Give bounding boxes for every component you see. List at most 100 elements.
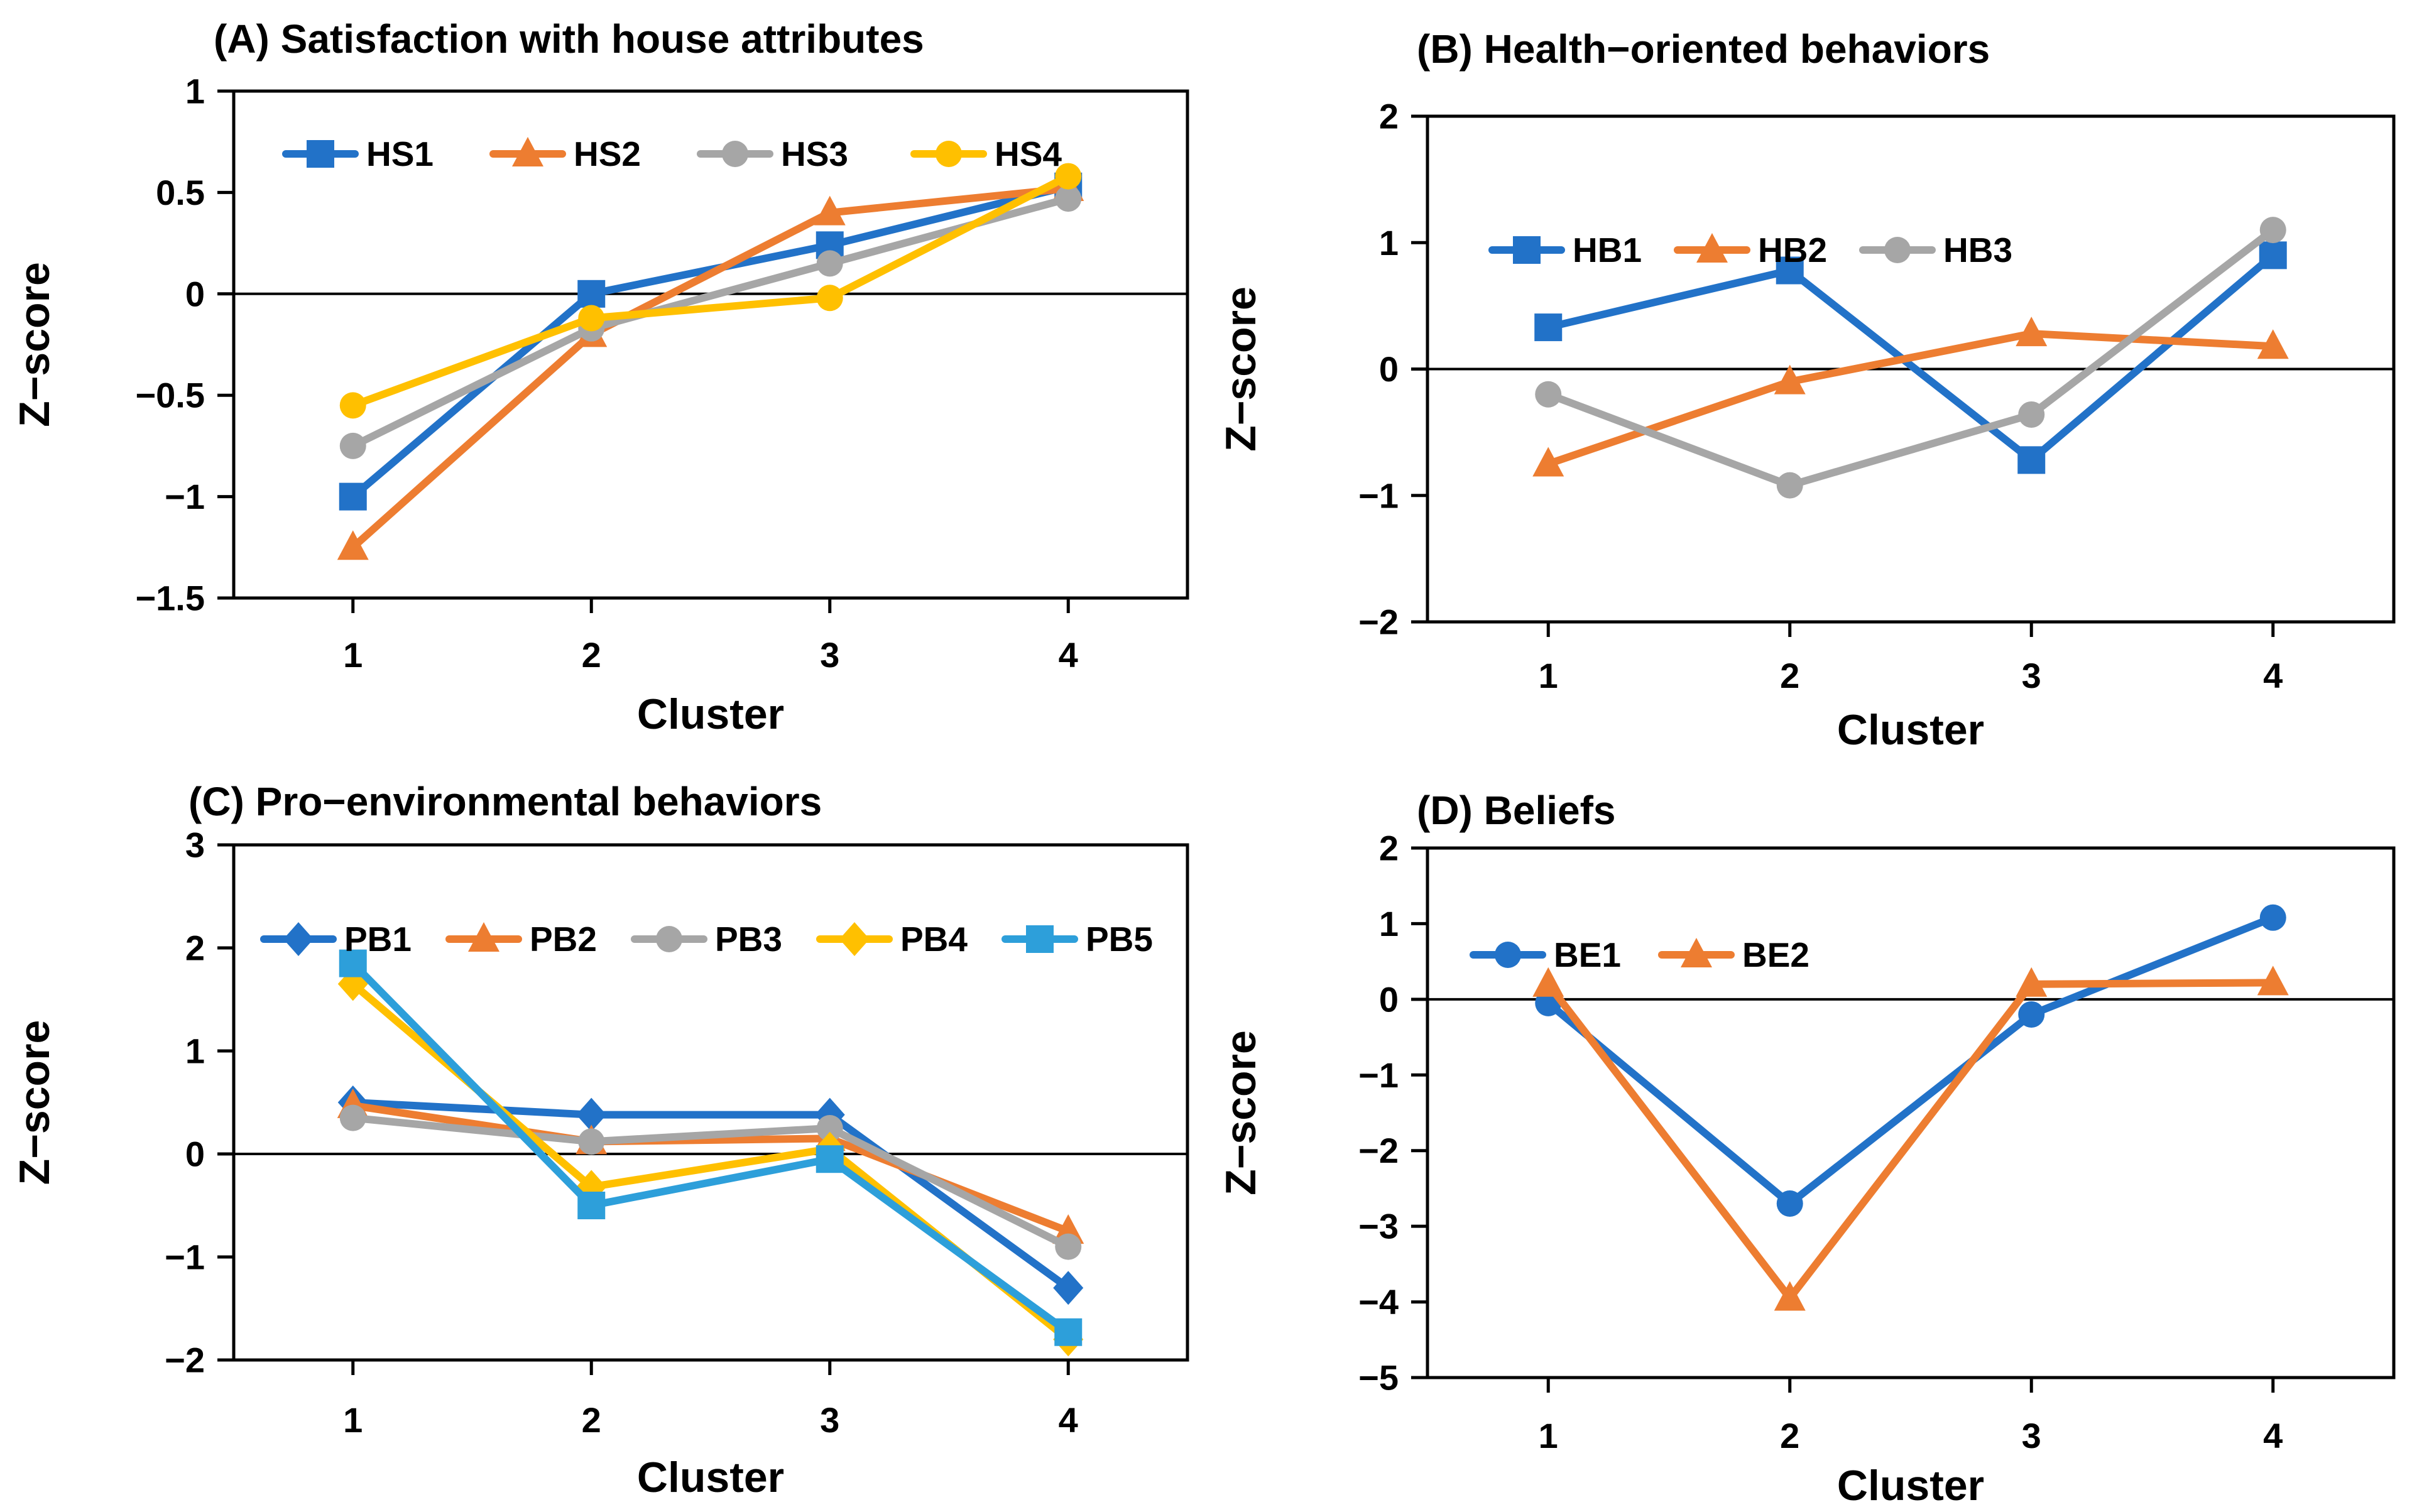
series-marker-BE1 <box>2259 904 2286 931</box>
series-marker-HB2 <box>2257 329 2289 359</box>
series-marker-HB3 <box>2018 401 2045 428</box>
series-marker-PB1 <box>1053 1271 1084 1305</box>
y-axis-tick-label: 0 <box>1379 349 1399 389</box>
series-marker-HS4 <box>578 305 605 332</box>
y-axis-tick-label: −3 <box>1358 1207 1399 1246</box>
x-axis-tick-label: 1 <box>1539 1416 1558 1455</box>
series-marker-HS3 <box>339 432 366 459</box>
y-axis-tick-label: 0.5 <box>156 173 205 212</box>
plot-border <box>232 843 1189 1362</box>
legend-marker-PB1 <box>283 922 314 956</box>
x-axis-tick-label: 4 <box>2263 656 2283 695</box>
y-axis-tick-label: −5 <box>1358 1358 1399 1398</box>
series-line-HB2 <box>1544 330 2277 468</box>
panel-title: (A) Satisfaction with house attributes <box>214 16 924 62</box>
x-axis-tick-label: 1 <box>1539 656 1558 695</box>
series-marker-HS2 <box>337 530 369 560</box>
legend-label-HS2: HS2 <box>574 134 641 173</box>
series-marker-PB5 <box>1054 1318 1083 1346</box>
legend-marker-HB2 <box>1696 233 1728 263</box>
series-marker-HS4 <box>1055 163 1082 190</box>
y-axis-tick-label: −2 <box>1358 602 1399 642</box>
series-marker-PB3 <box>816 1115 843 1141</box>
y-axis-tick-label: 0 <box>185 274 205 313</box>
y-axis-tick-label: 2 <box>185 928 205 968</box>
y-axis-tick-label: −1 <box>165 1237 205 1277</box>
x-axis-tick-label: 2 <box>582 635 601 675</box>
series-marker-PB5 <box>816 1145 844 1173</box>
legend-label-BE2: BE2 <box>1742 935 1809 974</box>
legend-marker-PB2 <box>468 922 499 952</box>
x-axis-label: Cluster <box>1837 706 1984 754</box>
panel-title: (B) Health−oriented behaviors <box>1417 26 1990 72</box>
series-line-BE2 <box>1544 979 2277 1302</box>
y-axis-tick-label: −1.5 <box>135 579 205 618</box>
panel-title: (D) Beliefs <box>1417 788 1616 833</box>
series-marker-PB3 <box>578 1128 605 1155</box>
legend-label-HS3: HS3 <box>781 134 848 173</box>
legend-marker-BE2 <box>1681 938 1712 967</box>
series-marker-HB1 <box>2259 241 2287 269</box>
legend-marker-HS4 <box>936 141 962 167</box>
series-marker-HS1 <box>339 482 367 511</box>
x-axis-tick-label: 2 <box>582 1400 601 1440</box>
legend-marker-PB3 <box>656 926 682 952</box>
series-line-HB3 <box>1544 226 2277 489</box>
panel-d-beliefs-chart: 2 1 0 −1 −2 −3 −4 −5 1 2 3 4 BE1 BE2 (D) Beliefs Z−scor… <box>1217 788 2396 1509</box>
x-axis-tick-label: 4 <box>2263 1416 2283 1455</box>
series-marker-PB3 <box>339 1104 366 1131</box>
series-marker-HS1 <box>577 280 606 308</box>
x-axis-tick-label: 1 <box>343 635 363 675</box>
legend-label-HS1: HS1 <box>366 134 434 173</box>
y-axis-tick-label: −1 <box>165 477 205 516</box>
legend-marker-HS2 <box>512 137 543 166</box>
series-marker-BE2 <box>1774 1281 1806 1311</box>
x-axis-tick-label: 4 <box>1059 1400 1078 1440</box>
series-marker-HS3 <box>816 250 843 277</box>
series-marker-PB5 <box>339 949 367 977</box>
panel-a-satisfaction-chart: 1 0.5 0 −0.5 −1 −1.5 1 2 3 4 HS1 HS2 HS3 HS4 (A) Satis… <box>11 16 1189 738</box>
y-axis-tick-label: 1 <box>1379 904 1399 944</box>
series-line-HS2 <box>349 184 1072 552</box>
series-marker-PB3 <box>1055 1233 1082 1260</box>
series-marker-HB3 <box>2259 217 2286 244</box>
series-marker-HB2 <box>1532 447 1564 477</box>
panel-title: (C) Pro−environmental behaviors <box>188 779 822 824</box>
series-marker-HB1 <box>1534 313 1563 342</box>
series-marker-HS3 <box>1055 185 1082 212</box>
series-marker-HB1 <box>1776 256 1804 285</box>
y-axis-tick-label: −2 <box>165 1341 205 1380</box>
x-axis-label: Cluster <box>637 1454 784 1501</box>
series-marker-BE2 <box>2257 965 2289 996</box>
legend-marker-HS1 <box>307 140 334 168</box>
panel-c-pro-environmental-chart: 3 2 1 0 −1 −2 1 2 3 4 PB1 PB2 PB3 PB4 PB5 (C) Pro−envir… <box>11 779 1189 1501</box>
legend-label-HB2: HB2 <box>1758 231 1827 269</box>
y-axis-tick-label: −1 <box>1358 476 1399 515</box>
y-axis-tick-label: −2 <box>1358 1131 1399 1170</box>
legend-label-HS4: HS4 <box>995 134 1062 173</box>
legend-marker-PB4 <box>839 922 870 956</box>
y-axis-tick-label: 1 <box>185 1031 205 1071</box>
legend-label-BE1: BE1 <box>1554 935 1621 974</box>
x-axis-tick-label: 4 <box>1059 635 1078 675</box>
panel-b-health-behaviors-chart: 2 1 0 −1 −2 1 2 3 4 HB1 HB2 HB3 (B) Health−oriented … <box>1217 26 2396 754</box>
series-marker-BE2 <box>2016 967 2048 997</box>
series-line-BE1 <box>1544 913 2277 1208</box>
legend-marker-HB1 <box>1513 236 1541 264</box>
series-line-PB1 <box>349 1099 1072 1292</box>
y-axis-tick-label: 0 <box>185 1134 205 1174</box>
series-marker-HB1 <box>2017 446 2046 474</box>
plot-border <box>1426 846 2396 1379</box>
series-line-HS3 <box>349 195 1072 450</box>
series-line-PB5 <box>349 959 1072 1336</box>
x-axis-tick-label: 3 <box>820 635 839 675</box>
series-marker-HB2 <box>1774 364 1806 394</box>
y-axis-tick-label: −0.5 <box>135 376 205 415</box>
series-marker-HB2 <box>2016 317 2048 347</box>
legend-marker-HB3 <box>1884 237 1911 263</box>
y-axis-label: Z−score <box>11 262 58 427</box>
series-marker-HB3 <box>1776 472 1803 499</box>
y-axis-label: Z−score <box>11 1020 58 1185</box>
legend-label-PB3: PB3 <box>715 920 782 959</box>
